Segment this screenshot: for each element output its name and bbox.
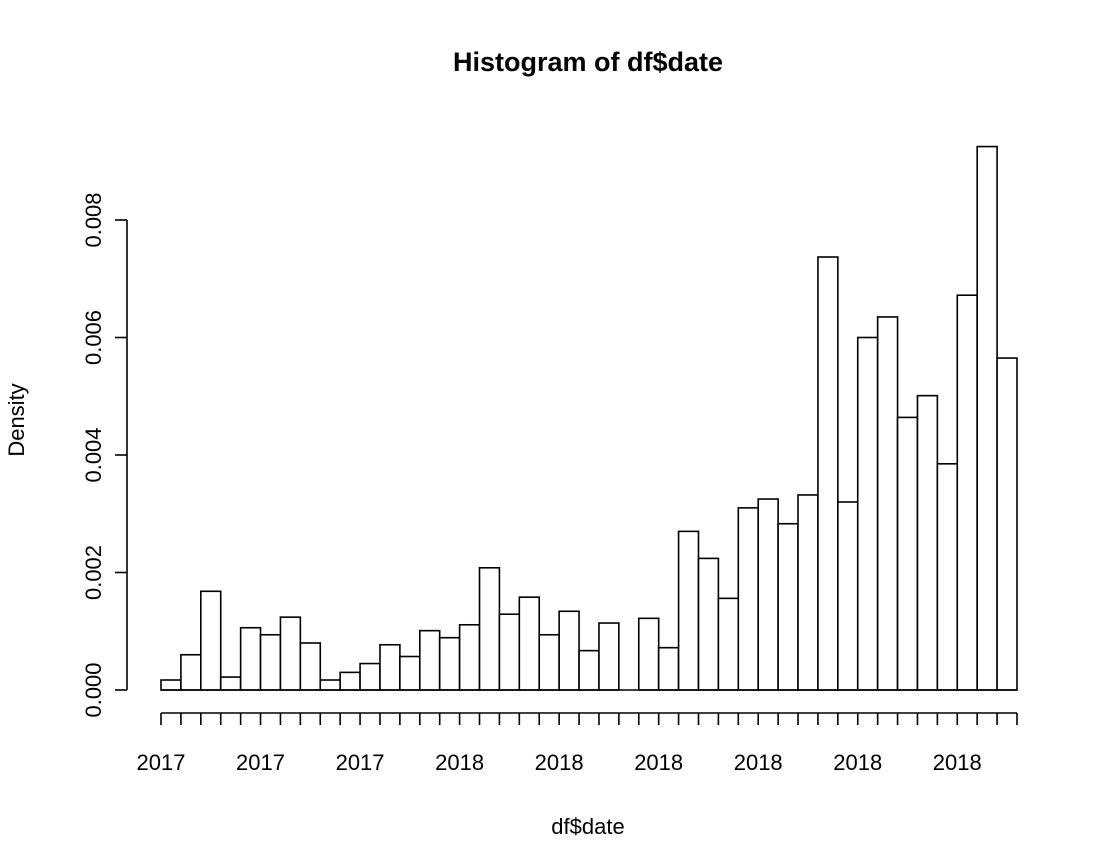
chart-title: Histogram of df$date [453, 47, 723, 77]
histogram-bar [697, 557, 720, 691]
histogram-bar [896, 416, 919, 691]
histogram-bar [657, 646, 680, 691]
histogram-bar [797, 494, 819, 691]
histogram-bar [837, 501, 859, 691]
y-tick-label: 0.002 [81, 545, 106, 600]
histogram-bar [598, 622, 620, 691]
histogram-bar [936, 463, 959, 691]
histogram-bar [180, 653, 202, 691]
histogram-bar [737, 507, 760, 691]
histogram-bar [856, 336, 879, 691]
histogram-bar [399, 655, 421, 691]
x-tick-label: 2018 [833, 750, 882, 775]
histogram-bar [757, 498, 779, 691]
histogram-bar [677, 530, 700, 691]
y-axis-label: Density [4, 383, 29, 456]
histogram-bar [458, 623, 481, 691]
x-tick-label: 2017 [236, 750, 285, 775]
histogram-bar [299, 642, 322, 691]
x-tick-label: 2018 [734, 750, 783, 775]
histogram-bar [916, 394, 939, 691]
histogram-bar [777, 522, 799, 691]
bars-group [160, 145, 1018, 691]
histogram-bar [518, 596, 541, 691]
histogram-bar [279, 616, 302, 691]
y-axis: 0.000 0.002 0.004 0.006 0.008 [81, 192, 128, 718]
y-tick-label: 0.006 [81, 310, 106, 365]
histogram-bar [876, 316, 899, 691]
histogram-bar [319, 679, 341, 691]
histogram-bar [996, 357, 1018, 691]
histogram-bar [976, 145, 998, 691]
histogram-bar [637, 617, 660, 691]
histogram-bar [717, 597, 740, 691]
histogram-bar [160, 679, 182, 691]
histogram-bar [817, 256, 839, 691]
y-tick-label: 0.008 [81, 192, 106, 247]
x-tick-label: 2017 [336, 750, 385, 775]
histogram-bar [200, 590, 222, 691]
histogram-bar [558, 610, 580, 691]
histogram-bar [418, 629, 441, 691]
histogram-bar [379, 643, 401, 691]
x-axis-label: df$date [551, 814, 624, 839]
histogram-bar [538, 633, 560, 691]
x-tick-label: 2017 [137, 750, 186, 775]
y-tick-label: 0.000 [81, 662, 106, 717]
histogram-bar [438, 636, 461, 691]
histogram-bar [578, 649, 600, 691]
histogram-bar [359, 662, 381, 691]
histogram-bar [339, 671, 361, 691]
x-tick-label: 2018 [634, 750, 683, 775]
x-tick-label: 2018 [435, 750, 484, 775]
histogram-bar [498, 613, 521, 691]
x-tick-label: 2018 [933, 750, 982, 775]
x-axis: 2017 2017 2017 2018 2018 2018 2018 2018 2018 [137, 712, 1018, 775]
histogram-bar [239, 626, 262, 691]
histogram-bar [219, 676, 242, 691]
y-tick-label: 0.004 [81, 427, 106, 482]
x-tick-label: 2018 [535, 750, 584, 775]
histogram-bar [478, 566, 501, 691]
histogram-bar [956, 294, 978, 691]
histogram-bar [259, 633, 282, 691]
